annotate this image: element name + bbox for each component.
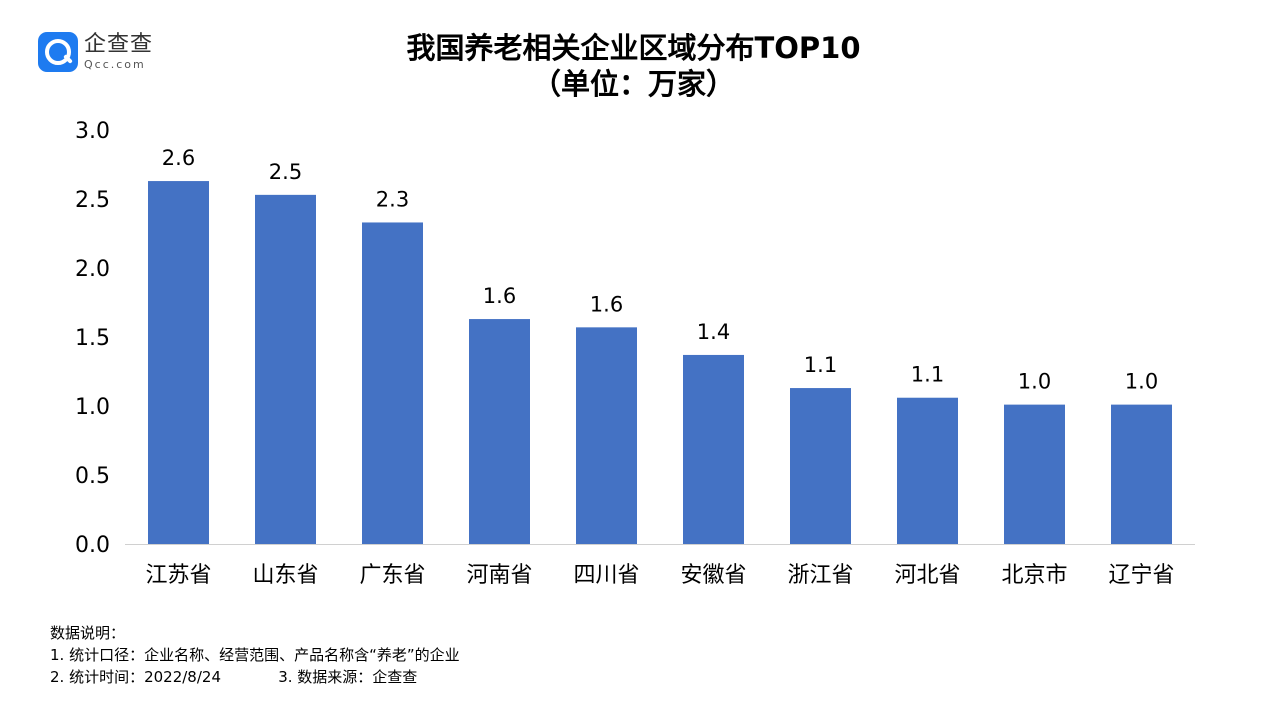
data-label: 1.1 bbox=[804, 353, 837, 377]
x-tick-label: 四川省 bbox=[573, 563, 639, 588]
data-notes: 数据说明： 1. 统计口径：企业名称、经营范围、产品名称含“养老”的企业 2. … bbox=[50, 622, 460, 688]
chart-subtitle: （单位：万家） bbox=[531, 67, 735, 101]
bar bbox=[897, 397, 958, 544]
notes-source: 3. 数据来源：企查查 bbox=[278, 668, 418, 686]
x-tick-label: 广东省 bbox=[359, 563, 425, 588]
x-tick-label: 辽宁省 bbox=[1108, 563, 1174, 588]
y-tick-label: 3.0 bbox=[75, 119, 110, 144]
y-tick-label: 0.0 bbox=[75, 533, 110, 558]
y-tick-label: 1.0 bbox=[75, 395, 110, 420]
x-tick-label: 河南省 bbox=[466, 563, 532, 588]
bar bbox=[362, 222, 423, 544]
data-label: 1.0 bbox=[1018, 370, 1051, 394]
x-tick-label: 北京市 bbox=[1001, 563, 1067, 588]
bar bbox=[790, 388, 851, 544]
y-tick-label: 1.5 bbox=[75, 326, 110, 351]
bar bbox=[148, 181, 209, 544]
x-tick-label: 江苏省 bbox=[145, 563, 211, 588]
qcc-logo: 企查查 Qcc.com bbox=[38, 32, 168, 76]
chart-title: 我国养老相关企业区域分布TOP10 bbox=[406, 31, 861, 65]
y-tick-label: 2.5 bbox=[75, 188, 110, 213]
qcc-logo-icon bbox=[38, 32, 78, 72]
data-label: 1.6 bbox=[590, 292, 623, 316]
bar bbox=[576, 327, 637, 544]
data-label: 2.6 bbox=[162, 146, 195, 170]
y-tick-label: 0.5 bbox=[75, 464, 110, 489]
notes-date: 2. 统计时间：2022/8/24 bbox=[50, 668, 221, 686]
y-tick-label: 2.0 bbox=[75, 257, 110, 282]
bar bbox=[469, 319, 530, 544]
bar bbox=[683, 354, 744, 544]
data-label: 1.4 bbox=[697, 320, 730, 344]
bar bbox=[1004, 404, 1065, 544]
notes-scope: 1. 统计口径：企业名称、经营范围、产品名称含“养老”的企业 bbox=[50, 646, 460, 664]
data-label: 1.6 bbox=[483, 284, 516, 308]
logo-domain: Qcc.com bbox=[84, 58, 146, 71]
x-tick-label: 山东省 bbox=[252, 563, 318, 588]
data-label: 2.5 bbox=[269, 160, 302, 184]
logo-text: 企查查 bbox=[84, 32, 154, 57]
data-label: 1.0 bbox=[1125, 370, 1158, 394]
bar bbox=[1111, 404, 1172, 544]
data-label: 1.1 bbox=[911, 363, 944, 387]
x-tick-label: 河北省 bbox=[894, 563, 960, 588]
notes-heading: 数据说明： bbox=[50, 624, 126, 642]
data-label: 2.3 bbox=[376, 187, 409, 211]
notes-line-2: 2. 统计时间：2022/8/24 3. 数据来源：企查查 bbox=[50, 666, 460, 688]
x-tick-label: 浙江省 bbox=[787, 563, 853, 588]
x-tick-label: 安徽省 bbox=[680, 563, 746, 588]
bar bbox=[255, 194, 316, 545]
